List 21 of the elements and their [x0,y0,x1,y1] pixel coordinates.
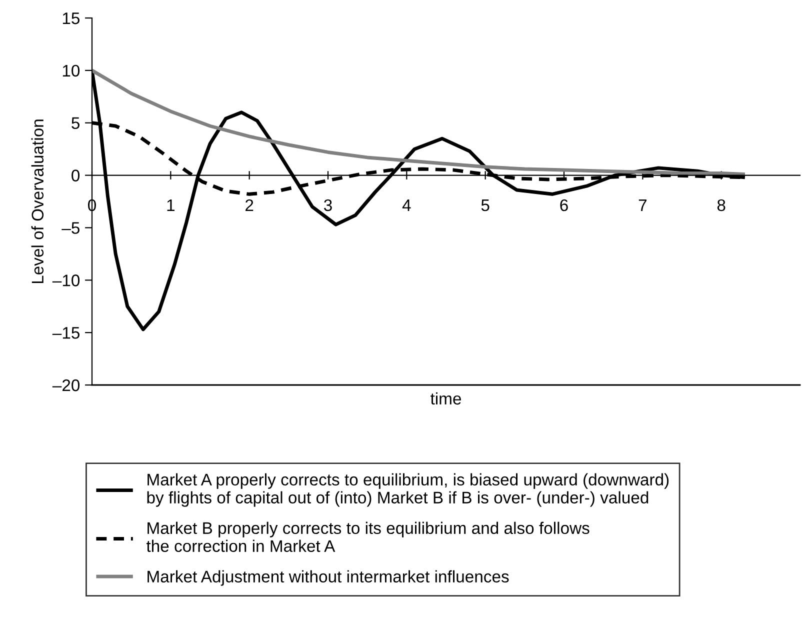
y-tick-label: –5 [62,222,80,234]
y-tick-label: –20 [52,379,80,392]
y-tick-label: 0 [72,170,80,182]
x-tick-label: 8 [717,199,726,212]
legend-label: Market B properly corrects to its equilibrium and also follows the correction in Market A [146,522,590,552]
y-tick-label: 5 [72,117,80,130]
y-tick-label: –10 [52,274,80,286]
y-tick-label: –15 [52,327,80,339]
y-tick-label: 10 [62,64,80,77]
x-tick-label: 1 [167,200,174,211]
y-axis-title: Level of Overvaluation [31,120,44,284]
x-tick-label: 2 [246,199,254,211]
x-tick-label: 5 [481,200,490,212]
x-axis-title: time [430,392,462,405]
legend-label: Market A properly corrects to equilibrium, is biased upward (downward) by flights of capital out of (into) Market B if B is over- (under-) valued [147,473,669,507]
x-tick-label: 4 [402,200,411,211]
x-tick-label: 6 [560,199,568,212]
y-tick-label: 15 [62,12,80,24]
legend-label: Market Adjustment without intermarket influences [148,570,509,586]
x-tick-label: 7 [638,200,646,211]
x-tick-label: 3 [324,199,332,212]
